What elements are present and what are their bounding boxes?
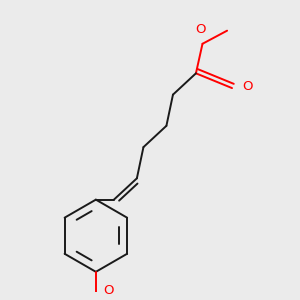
Text: O: O — [242, 80, 252, 93]
Text: O: O — [196, 22, 206, 36]
Text: O: O — [103, 284, 114, 297]
